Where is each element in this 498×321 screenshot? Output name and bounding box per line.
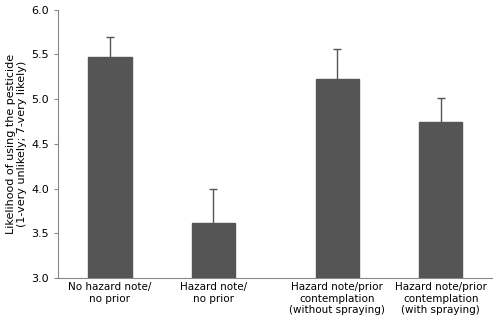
Bar [192,223,235,321]
Y-axis label: Likelihood of using the pesticide
(1-very unlikely; 7-very likely): Likelihood of using the pesticide (1-ver… [5,54,27,234]
Bar [419,122,463,321]
Bar [88,57,131,321]
Bar [316,79,359,321]
